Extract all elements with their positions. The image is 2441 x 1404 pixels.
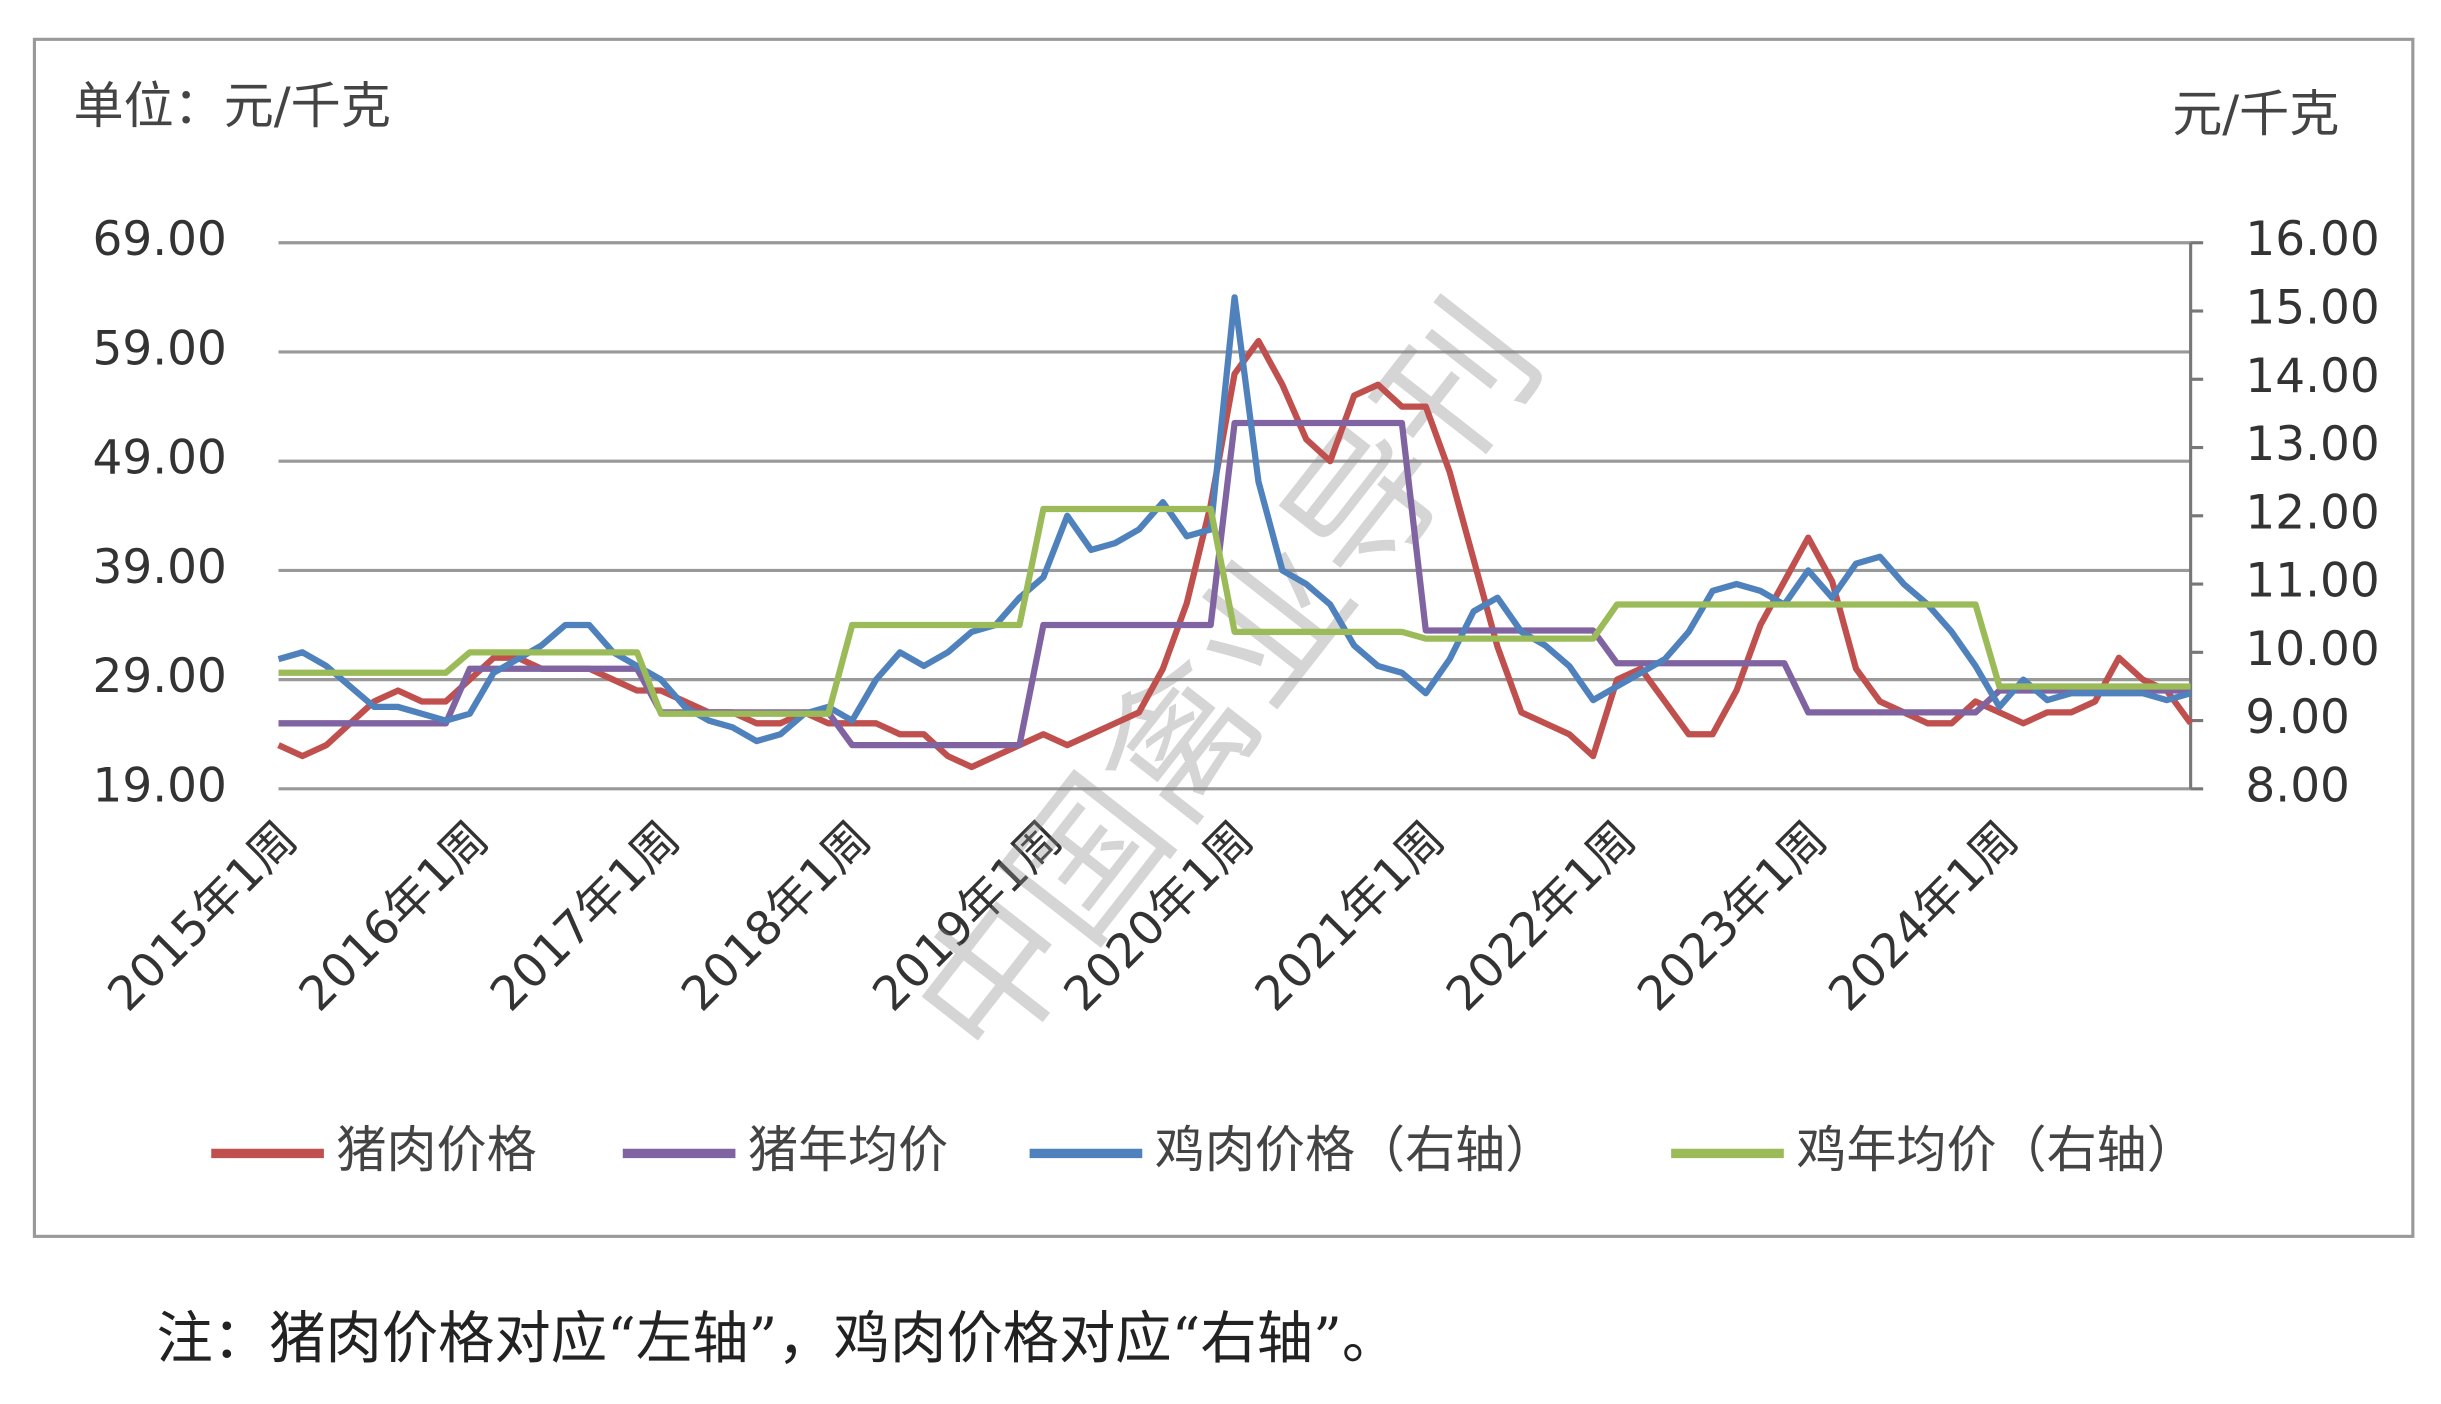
y-tick-label: 69.00 — [93, 212, 227, 267]
y-axis-label: 单位：元/千克 — [74, 77, 391, 135]
chart-frame — [32, 37, 2415, 1238]
y2-tick-label: 14.00 — [2245, 349, 2379, 404]
y2-tick-label: 9.00 — [2245, 690, 2350, 745]
series-line — [278, 419, 2191, 749]
series-line — [278, 505, 2191, 717]
legend-label: 猪肉价格 — [336, 1121, 536, 1179]
chart-note: 注：猪肉价格对应“左轴”，鸡肉价格对应“右轴”。 — [156, 1306, 1398, 1371]
series-line — [277, 294, 2192, 745]
legend-label: 猪年均价 — [748, 1121, 948, 1179]
legend-label: 鸡肉价格（右轴） — [1155, 1121, 1556, 1179]
legend-label: 鸡年均价（右轴） — [1796, 1121, 2197, 1179]
series-line — [277, 337, 2194, 771]
y2-tick-label: 11.00 — [2245, 554, 2379, 609]
y2-axis-label: 元/千克 — [2172, 85, 2339, 143]
y-tick-label: 29.00 — [93, 649, 227, 704]
y2-tick-label: 16.00 — [2245, 212, 2379, 267]
y-tick-label: 19.00 — [93, 758, 227, 813]
y2-tick-label: 10.00 — [2245, 622, 2379, 677]
y2-tick-label: 12.00 — [2245, 485, 2379, 540]
y-tick-label: 59.00 — [93, 321, 227, 376]
y2-tick-label: 15.00 — [2245, 281, 2379, 336]
y-tick-label: 49.00 — [93, 431, 227, 486]
y-tick-label: 39.00 — [93, 540, 227, 595]
y2-tick-label: 8.00 — [2245, 758, 2350, 813]
y2-tick-label: 13.00 — [2245, 417, 2379, 472]
